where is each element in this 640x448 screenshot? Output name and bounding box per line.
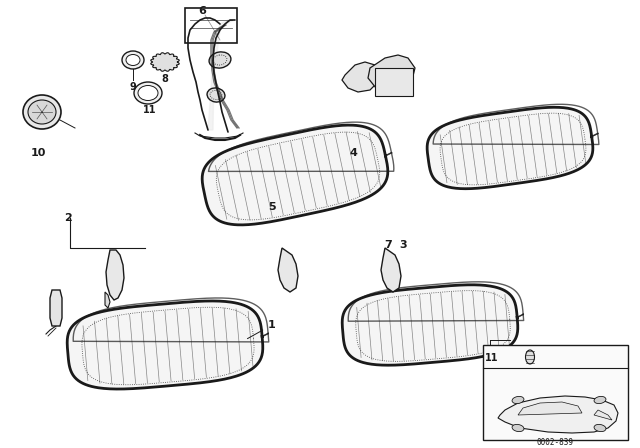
Bar (375, 68, 413, 96)
Text: 2: 2 (64, 213, 72, 223)
Polygon shape (106, 250, 124, 300)
Polygon shape (594, 410, 612, 420)
Polygon shape (342, 285, 518, 365)
Polygon shape (381, 248, 401, 292)
Ellipse shape (594, 424, 606, 431)
Ellipse shape (138, 86, 158, 100)
Text: 11: 11 (485, 353, 499, 363)
Ellipse shape (134, 82, 162, 104)
Ellipse shape (594, 396, 606, 404)
Ellipse shape (512, 424, 524, 431)
Ellipse shape (209, 52, 231, 68)
Text: 7: 7 (384, 240, 392, 250)
Polygon shape (105, 292, 110, 308)
Text: 3: 3 (399, 240, 407, 250)
Polygon shape (342, 62, 380, 92)
Polygon shape (67, 301, 263, 389)
Ellipse shape (23, 95, 61, 129)
Ellipse shape (512, 396, 524, 404)
Ellipse shape (159, 58, 171, 66)
Bar (185, 8, 237, 43)
Polygon shape (50, 290, 62, 326)
Polygon shape (518, 402, 582, 415)
Text: 4: 4 (349, 148, 357, 158)
Ellipse shape (525, 350, 534, 364)
Ellipse shape (353, 68, 367, 78)
Ellipse shape (207, 88, 225, 102)
Polygon shape (368, 55, 415, 92)
Ellipse shape (28, 100, 56, 124)
Text: 9: 9 (130, 82, 136, 92)
Ellipse shape (122, 51, 144, 69)
Polygon shape (427, 107, 593, 189)
Text: 1: 1 (248, 320, 276, 339)
Ellipse shape (126, 55, 140, 65)
Text: 6: 6 (198, 6, 206, 16)
Polygon shape (498, 396, 618, 433)
Polygon shape (208, 20, 235, 130)
Text: 11: 11 (143, 105, 157, 115)
Polygon shape (151, 53, 179, 71)
Text: 8: 8 (161, 74, 168, 84)
Bar (483, 345, 628, 440)
Text: 0002-839: 0002-839 (536, 438, 573, 447)
Polygon shape (278, 248, 298, 292)
Polygon shape (202, 125, 388, 225)
Text: 10: 10 (30, 148, 45, 158)
Text: 5: 5 (268, 202, 276, 212)
